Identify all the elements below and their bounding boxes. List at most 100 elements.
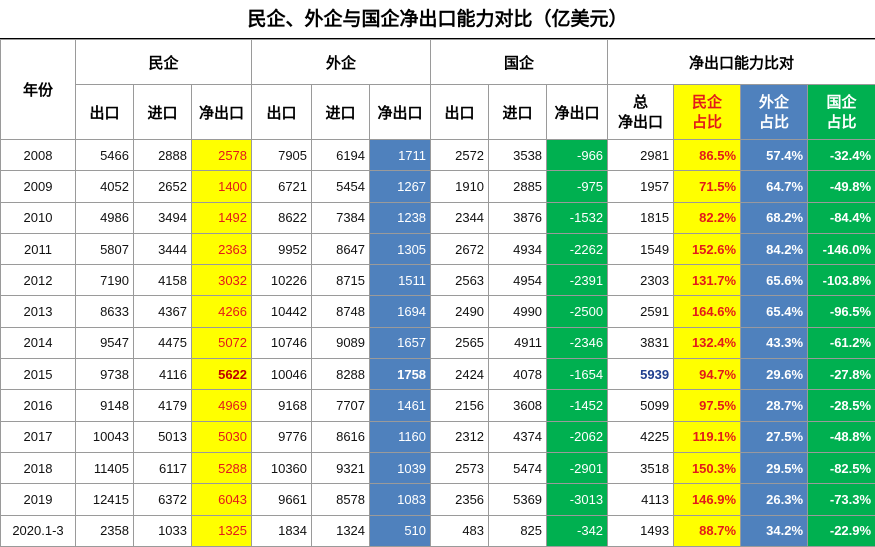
table-cell: 132.4% [674, 327, 741, 358]
table-cell: 4225 [608, 421, 674, 452]
table-cell: 26.3% [741, 484, 808, 515]
table-cell: 119.1% [674, 421, 741, 452]
year-cell: 2020.1-3 [1, 515, 76, 546]
table-cell: 1957 [608, 171, 674, 202]
table-cell: 2356 [431, 484, 489, 515]
table-cell: 97.5% [674, 390, 741, 421]
table-cell: 2490 [431, 296, 489, 327]
table-cell: 1400 [192, 171, 252, 202]
table-cell: -82.5% [808, 452, 875, 483]
col-header-line: 总 净出口 [618, 93, 663, 131]
table-cell: 9776 [252, 421, 312, 452]
table-cell: 1325 [192, 515, 252, 546]
table-cell: -342 [547, 515, 608, 546]
table-cell: 5030 [192, 421, 252, 452]
table-cell: 2312 [431, 421, 489, 452]
table-cell: 2344 [431, 202, 489, 233]
table-cell: 29.6% [741, 359, 808, 390]
table-cell: 5013 [134, 421, 192, 452]
table-cell: 2156 [431, 390, 489, 421]
table-cell: 4954 [489, 265, 547, 296]
table-cell: 10046 [252, 359, 312, 390]
year-cell: 2011 [1, 233, 76, 264]
table-cell: -1654 [547, 359, 608, 390]
table-cell: 1549 [608, 233, 674, 264]
table-cell: 6194 [312, 140, 370, 171]
table-cell: 1815 [608, 202, 674, 233]
table-cell: 1758 [370, 359, 431, 390]
table-cell: 2572 [431, 140, 489, 171]
col-header: 进口 [134, 85, 192, 140]
table-cell: 1492 [192, 202, 252, 233]
year-cell: 2019 [1, 484, 76, 515]
table-cell: -966 [547, 140, 608, 171]
table-cell: 5622 [192, 359, 252, 390]
table-cell: 8622 [252, 202, 312, 233]
year-cell: 2014 [1, 327, 76, 358]
table-cell: 6372 [134, 484, 192, 515]
table-cell: 8616 [312, 421, 370, 452]
year-cell: 2009 [1, 171, 76, 202]
table-cell: 7190 [76, 265, 134, 296]
table-cell: 1657 [370, 327, 431, 358]
table-cell: 5807 [76, 233, 134, 264]
table-cell: 6043 [192, 484, 252, 515]
table-cell: 7707 [312, 390, 370, 421]
table-cell: -61.2% [808, 327, 875, 358]
table-cell: 12415 [76, 484, 134, 515]
table-cell: 4052 [76, 171, 134, 202]
table-cell: 131.7% [674, 265, 741, 296]
table-cell: 6721 [252, 171, 312, 202]
col-header: 出口 [76, 85, 134, 140]
table-cell: 1160 [370, 421, 431, 452]
table-cell: 2885 [489, 171, 547, 202]
col-header: 进口 [489, 85, 547, 140]
table-cell: 2981 [608, 140, 674, 171]
table-cell: 152.6% [674, 233, 741, 264]
table-cell: 1267 [370, 171, 431, 202]
table-cell: 825 [489, 515, 547, 546]
table-cell: 8288 [312, 359, 370, 390]
table-cell: 10043 [76, 421, 134, 452]
table-cell: -2901 [547, 452, 608, 483]
table-cell: 8748 [312, 296, 370, 327]
table-cell: 7384 [312, 202, 370, 233]
year-cell: 2012 [1, 265, 76, 296]
table-cell: 94.7% [674, 359, 741, 390]
table-cell: 4179 [134, 390, 192, 421]
table-cell: 8647 [312, 233, 370, 264]
table-cell: 2363 [192, 233, 252, 264]
table-cell: -3013 [547, 484, 608, 515]
table-cell: 57.4% [741, 140, 808, 171]
group-header-comparison: 净出口能力比对 [608, 40, 875, 85]
table-cell: 4986 [76, 202, 134, 233]
table-cell: 146.9% [674, 484, 741, 515]
table-cell: 8633 [76, 296, 134, 327]
table-cell: -28.5% [808, 390, 875, 421]
table-cell: -27.8% [808, 359, 875, 390]
table-cell: 5454 [312, 171, 370, 202]
table-cell: 1834 [252, 515, 312, 546]
table-cell: 86.5% [674, 140, 741, 171]
table-cell: 1083 [370, 484, 431, 515]
table-cell: -96.5% [808, 296, 875, 327]
table-cell: 34.2% [741, 515, 808, 546]
year-cell: 2017 [1, 421, 76, 452]
table-cell: -32.4% [808, 140, 875, 171]
table-cell: 9547 [76, 327, 134, 358]
table-cell: 3876 [489, 202, 547, 233]
table-cell: 27.5% [741, 421, 808, 452]
year-cell: 2018 [1, 452, 76, 483]
table-cell: 5369 [489, 484, 547, 515]
col-header-state-share: 国企 占比 [808, 85, 875, 140]
table-cell: -22.9% [808, 515, 875, 546]
table-cell: 8578 [312, 484, 370, 515]
col-header: 进口 [312, 85, 370, 140]
table-cell: 11405 [76, 452, 134, 483]
table-cell: 1461 [370, 390, 431, 421]
